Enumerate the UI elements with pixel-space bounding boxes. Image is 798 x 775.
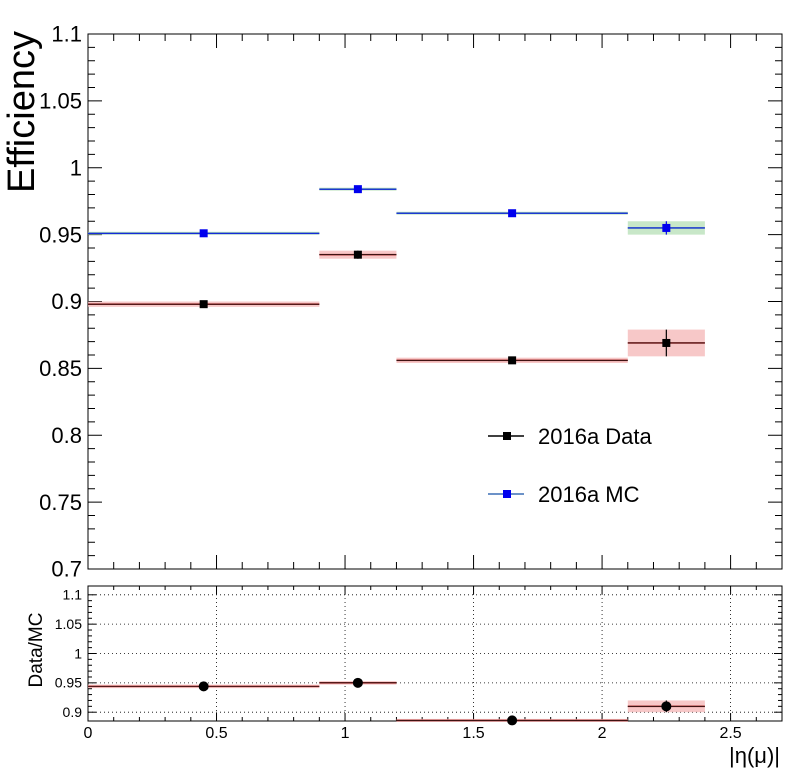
main-y-tick-label: 1.1 <box>51 22 82 47</box>
data-point <box>199 229 208 238</box>
data-point <box>661 701 672 712</box>
legend-data-label: 2016a Data <box>538 424 653 449</box>
main-y-axis-label: Efficiency <box>1 31 43 193</box>
ratio-y-tick-label: 1.05 <box>55 616 82 632</box>
ratio-x-tick-label: 1 <box>341 725 350 742</box>
main-y-tick-label: 0.9 <box>51 289 82 314</box>
legend-data-marker <box>503 432 511 440</box>
main-y-tick-label: 0.8 <box>51 423 82 448</box>
ratio-x-tick-label: 1.5 <box>462 725 484 742</box>
data-point <box>353 185 362 194</box>
data-point <box>352 677 363 688</box>
main-y-tick-label: 0.75 <box>39 490 82 515</box>
data-point <box>662 338 671 347</box>
ratio-x-tick-label: 0.5 <box>205 725 227 742</box>
data-point <box>353 250 362 259</box>
data-point <box>199 300 208 309</box>
data-point <box>662 223 671 232</box>
main-y-tick-label: 1.05 <box>39 89 82 114</box>
main-y-tick-label: 0.95 <box>39 222 82 247</box>
main-series-0 <box>88 250 705 365</box>
legend-mc-marker <box>503 490 511 498</box>
ratio-y-tick-label: 1.1 <box>63 587 83 603</box>
ratio-x-tick-label: 0 <box>84 725 93 742</box>
legend: 2016a Data 2016a MC <box>488 424 653 507</box>
ratio-x-tick-label: 2 <box>598 725 607 742</box>
ratio-series-0 <box>88 677 705 726</box>
main-series-1 <box>88 185 705 238</box>
data-point <box>507 715 518 726</box>
ratio-y-tick-label: 0.95 <box>55 675 82 691</box>
ratio-y-tick-label: 1 <box>74 645 82 661</box>
ratio-x-tick-label: 2.5 <box>719 725 741 742</box>
ratio-panel: 0.9 0.95 1 1.05 1.1 0 0.5 1 1.5 2 2.5 <box>55 585 783 742</box>
data-point <box>508 209 517 218</box>
ratio-y-tick-label: 0.9 <box>63 704 83 720</box>
main-y-tick-label: 1 <box>70 155 82 180</box>
main-panel: 0.7 0.75 0.8 0.85 0.9 0.95 1 1.05 1.1 <box>39 22 783 582</box>
legend-mc-label: 2016a MC <box>538 482 640 507</box>
data-point <box>198 681 209 692</box>
main-y-tick-label: 0.85 <box>39 356 82 381</box>
main-y-tick-label: 0.7 <box>51 557 82 582</box>
data-point <box>508 356 517 365</box>
x-axis-label: |η(μ)| <box>729 743 780 768</box>
ratio-y-axis-label: Data/MC <box>26 613 47 688</box>
